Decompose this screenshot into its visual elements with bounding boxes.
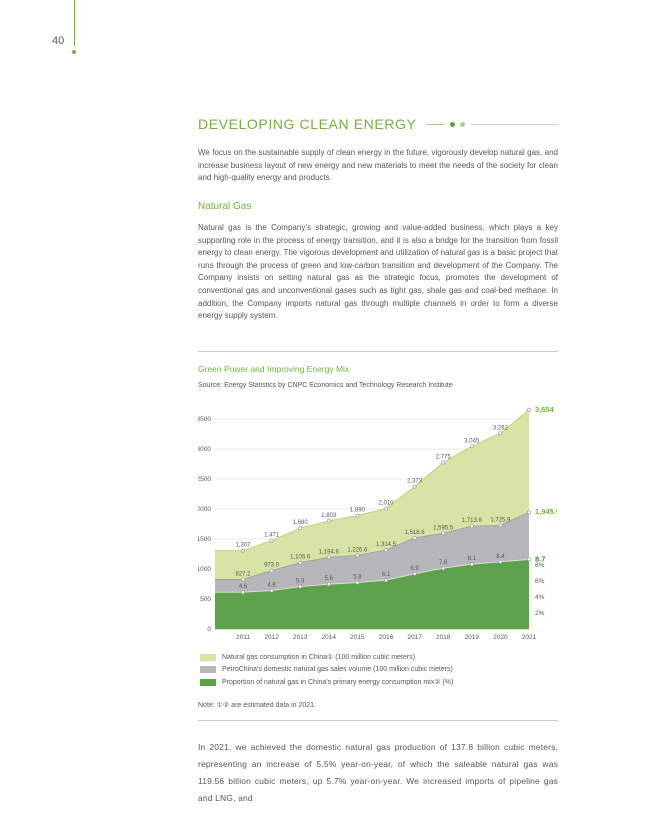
svg-text:7.6: 7.6 <box>439 560 448 566</box>
svg-text:2017: 2017 <box>407 634 422 641</box>
legend-item: PetroChina's domestic natural gas sales … <box>200 666 453 673</box>
natural-gas-heading: Natural Gas <box>198 201 252 212</box>
svg-text:3,045: 3,045 <box>464 438 480 444</box>
section-title: DEVELOPING CLEAN ENERGY <box>198 116 417 132</box>
section-header: DEVELOPING CLEAN ENERGY <box>198 116 558 132</box>
svg-text:2,010: 2,010 <box>378 500 394 506</box>
svg-text:1,307: 1,307 <box>235 543 251 549</box>
figure-note: Note: ①② are estimated data in 2021. <box>198 702 317 709</box>
svg-text:1,725.9: 1,725.9 <box>490 517 511 523</box>
figure-source: Source: Energy Statistics by CNPC Econom… <box>198 382 453 389</box>
divider <box>198 720 558 721</box>
svg-text:1500: 1500 <box>198 536 211 543</box>
svg-text:3500: 3500 <box>198 416 211 423</box>
decoration-line <box>471 123 558 125</box>
energy-mix-chart: 1,307 1,471 1,680 1,803 1,890 2,010 2,373 2,775… <box>197 402 561 652</box>
svg-text:3000: 3000 <box>198 446 211 453</box>
svg-text:2016: 2016 <box>379 634 394 641</box>
svg-text:2013: 2013 <box>293 634 308 641</box>
decoration-dot-icon <box>450 121 456 127</box>
divider <box>198 351 558 352</box>
svg-text:2500: 2500 <box>198 476 211 483</box>
svg-text:4.6: 4.6 <box>239 584 248 590</box>
decoration-dot-icon <box>460 121 466 127</box>
svg-text:1,803: 1,803 <box>321 513 337 519</box>
title-decoration <box>426 121 558 127</box>
svg-text:1,518.6: 1,518.6 <box>405 530 426 536</box>
svg-text:5.6: 5.6 <box>325 576 334 582</box>
svg-text:2,775: 2,775 <box>436 455 452 461</box>
svg-text:3,654: 3,654 <box>535 405 555 414</box>
svg-text:2,373: 2,373 <box>407 479 423 485</box>
svg-text:4%: 4% <box>535 594 545 601</box>
svg-text:500: 500 <box>200 596 211 603</box>
svg-text:1,105.6: 1,105.6 <box>290 555 311 561</box>
legend-item: Proportion of natural gas in China's pri… <box>200 678 453 686</box>
svg-text:2019: 2019 <box>465 634 480 641</box>
svg-text:1,314.5: 1,314.5 <box>376 542 397 548</box>
svg-text:1,194.8: 1,194.8 <box>319 549 340 555</box>
svg-text:2021: 2021 <box>522 634 537 641</box>
figure-title: Green Power and Improving Energy Mix <box>198 364 350 374</box>
svg-text:1,680: 1,680 <box>293 520 309 526</box>
svg-text:6.9: 6.9 <box>410 566 419 572</box>
svg-text:5.3: 5.3 <box>296 579 305 585</box>
svg-text:1,890: 1,890 <box>350 508 366 514</box>
chart-legend: Natural gas consumption in China① (100 m… <box>200 653 453 691</box>
legend-label: Proportion of natural gas in China's pri… <box>222 679 454 686</box>
closing-paragraph: In 2021, we achieved the domestic natura… <box>198 742 558 803</box>
svg-text:1000: 1000 <box>198 566 211 573</box>
svg-text:8.7: 8.7 <box>535 554 545 563</box>
svg-text:1,595.5: 1,595.5 <box>433 525 454 531</box>
legend-swatch-proportion <box>200 678 216 686</box>
svg-text:8%: 8% <box>535 562 545 569</box>
svg-text:8.4: 8.4 <box>496 554 505 560</box>
svg-text:8.1: 8.1 <box>468 556 477 562</box>
energy-mix-chart-svg: 1,307 1,471 1,680 1,803 1,890 2,010 2,373 2,775… <box>197 405 561 641</box>
svg-text:6%: 6% <box>535 578 545 585</box>
svg-text:2018: 2018 <box>436 634 451 641</box>
natural-gas-paragraph: Natural gas is the Company’s strategic, … <box>198 223 558 321</box>
svg-text:973.0: 973.0 <box>264 563 280 569</box>
page-number: 40 <box>52 35 65 47</box>
page-margin-rule <box>74 0 75 46</box>
svg-text:1,945.9: 1,945.9 <box>535 507 557 516</box>
legend-item: Natural gas consumption in China① (100 m… <box>200 653 453 661</box>
svg-text:1,713.8: 1,713.8 <box>462 518 483 524</box>
svg-text:1,226.6: 1,226.6 <box>347 547 368 553</box>
svg-text:2012: 2012 <box>264 634 279 641</box>
svg-text:2011: 2011 <box>236 634 250 641</box>
intro-paragraph: We focus on the sustainable supply of cl… <box>198 148 558 183</box>
svg-text:0: 0 <box>207 626 211 633</box>
svg-text:1,471: 1,471 <box>264 533 280 539</box>
svg-text:4.8: 4.8 <box>267 583 276 589</box>
legend-swatch-sales <box>200 666 216 673</box>
legend-swatch-consumption <box>200 653 216 661</box>
svg-text:2015: 2015 <box>350 634 365 641</box>
svg-text:2%: 2% <box>535 610 545 617</box>
svg-text:2020: 2020 <box>493 634 508 641</box>
legend-label: Natural gas consumption in China① (100 m… <box>222 654 416 661</box>
svg-text:827.2: 827.2 <box>235 571 251 577</box>
svg-text:3,262: 3,262 <box>493 425 509 431</box>
page-margin-dot-icon <box>72 50 76 54</box>
svg-text:2014: 2014 <box>322 634 337 641</box>
svg-text:2000: 2000 <box>198 506 211 513</box>
svg-text:6.1: 6.1 <box>382 572 391 578</box>
svg-text:5.8: 5.8 <box>353 575 362 581</box>
decoration-segment <box>426 123 445 125</box>
legend-label: PetroChina's domestic natural gas sales … <box>222 666 453 673</box>
